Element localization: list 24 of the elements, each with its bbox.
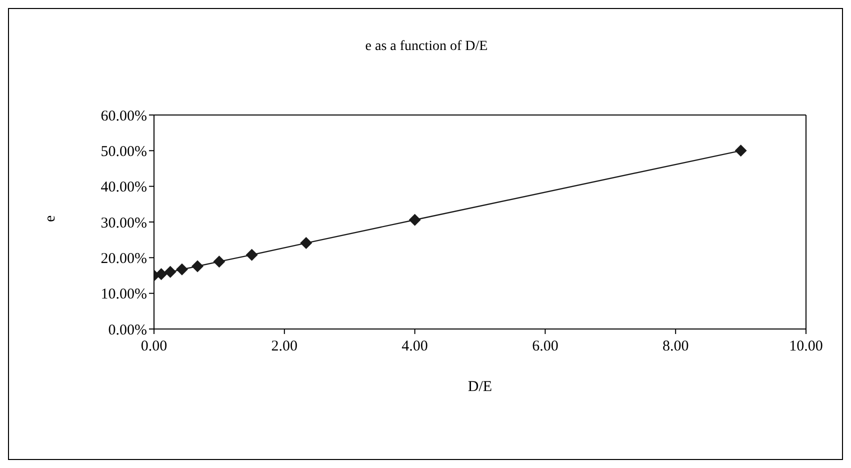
x-axis-title: D/E bbox=[468, 379, 492, 395]
point bbox=[734, 144, 747, 157]
y-tick-label: 60.00% bbox=[100, 108, 147, 124]
x-tick-label: 4.00 bbox=[402, 338, 428, 355]
y-tick-label: 30.00% bbox=[100, 215, 147, 232]
point bbox=[213, 256, 226, 268]
point bbox=[191, 260, 204, 272]
y-tick-label: 10.00% bbox=[100, 286, 147, 303]
y-tick-label: 20.00% bbox=[100, 250, 147, 267]
x-tick-label: 8.00 bbox=[662, 338, 689, 355]
point bbox=[408, 214, 421, 226]
x-tick-label: 6.00 bbox=[532, 338, 558, 355]
chart-title: e as a function of D/E bbox=[364, 39, 489, 55]
y-tick-label: 40.00% bbox=[100, 180, 147, 196]
y-tick-label: 0.00% bbox=[108, 322, 147, 338]
y-axis-title: e bbox=[42, 215, 58, 222]
point bbox=[300, 237, 312, 250]
point bbox=[164, 266, 176, 278]
x-tick-label: 0.00 bbox=[140, 338, 168, 355]
point bbox=[176, 263, 188, 276]
x-tick-label: 2.00 bbox=[271, 338, 298, 355]
y-tick-label: 50.00% bbox=[100, 144, 147, 160]
point bbox=[246, 248, 258, 261]
x-tick-label: 10.00 bbox=[789, 338, 823, 355]
